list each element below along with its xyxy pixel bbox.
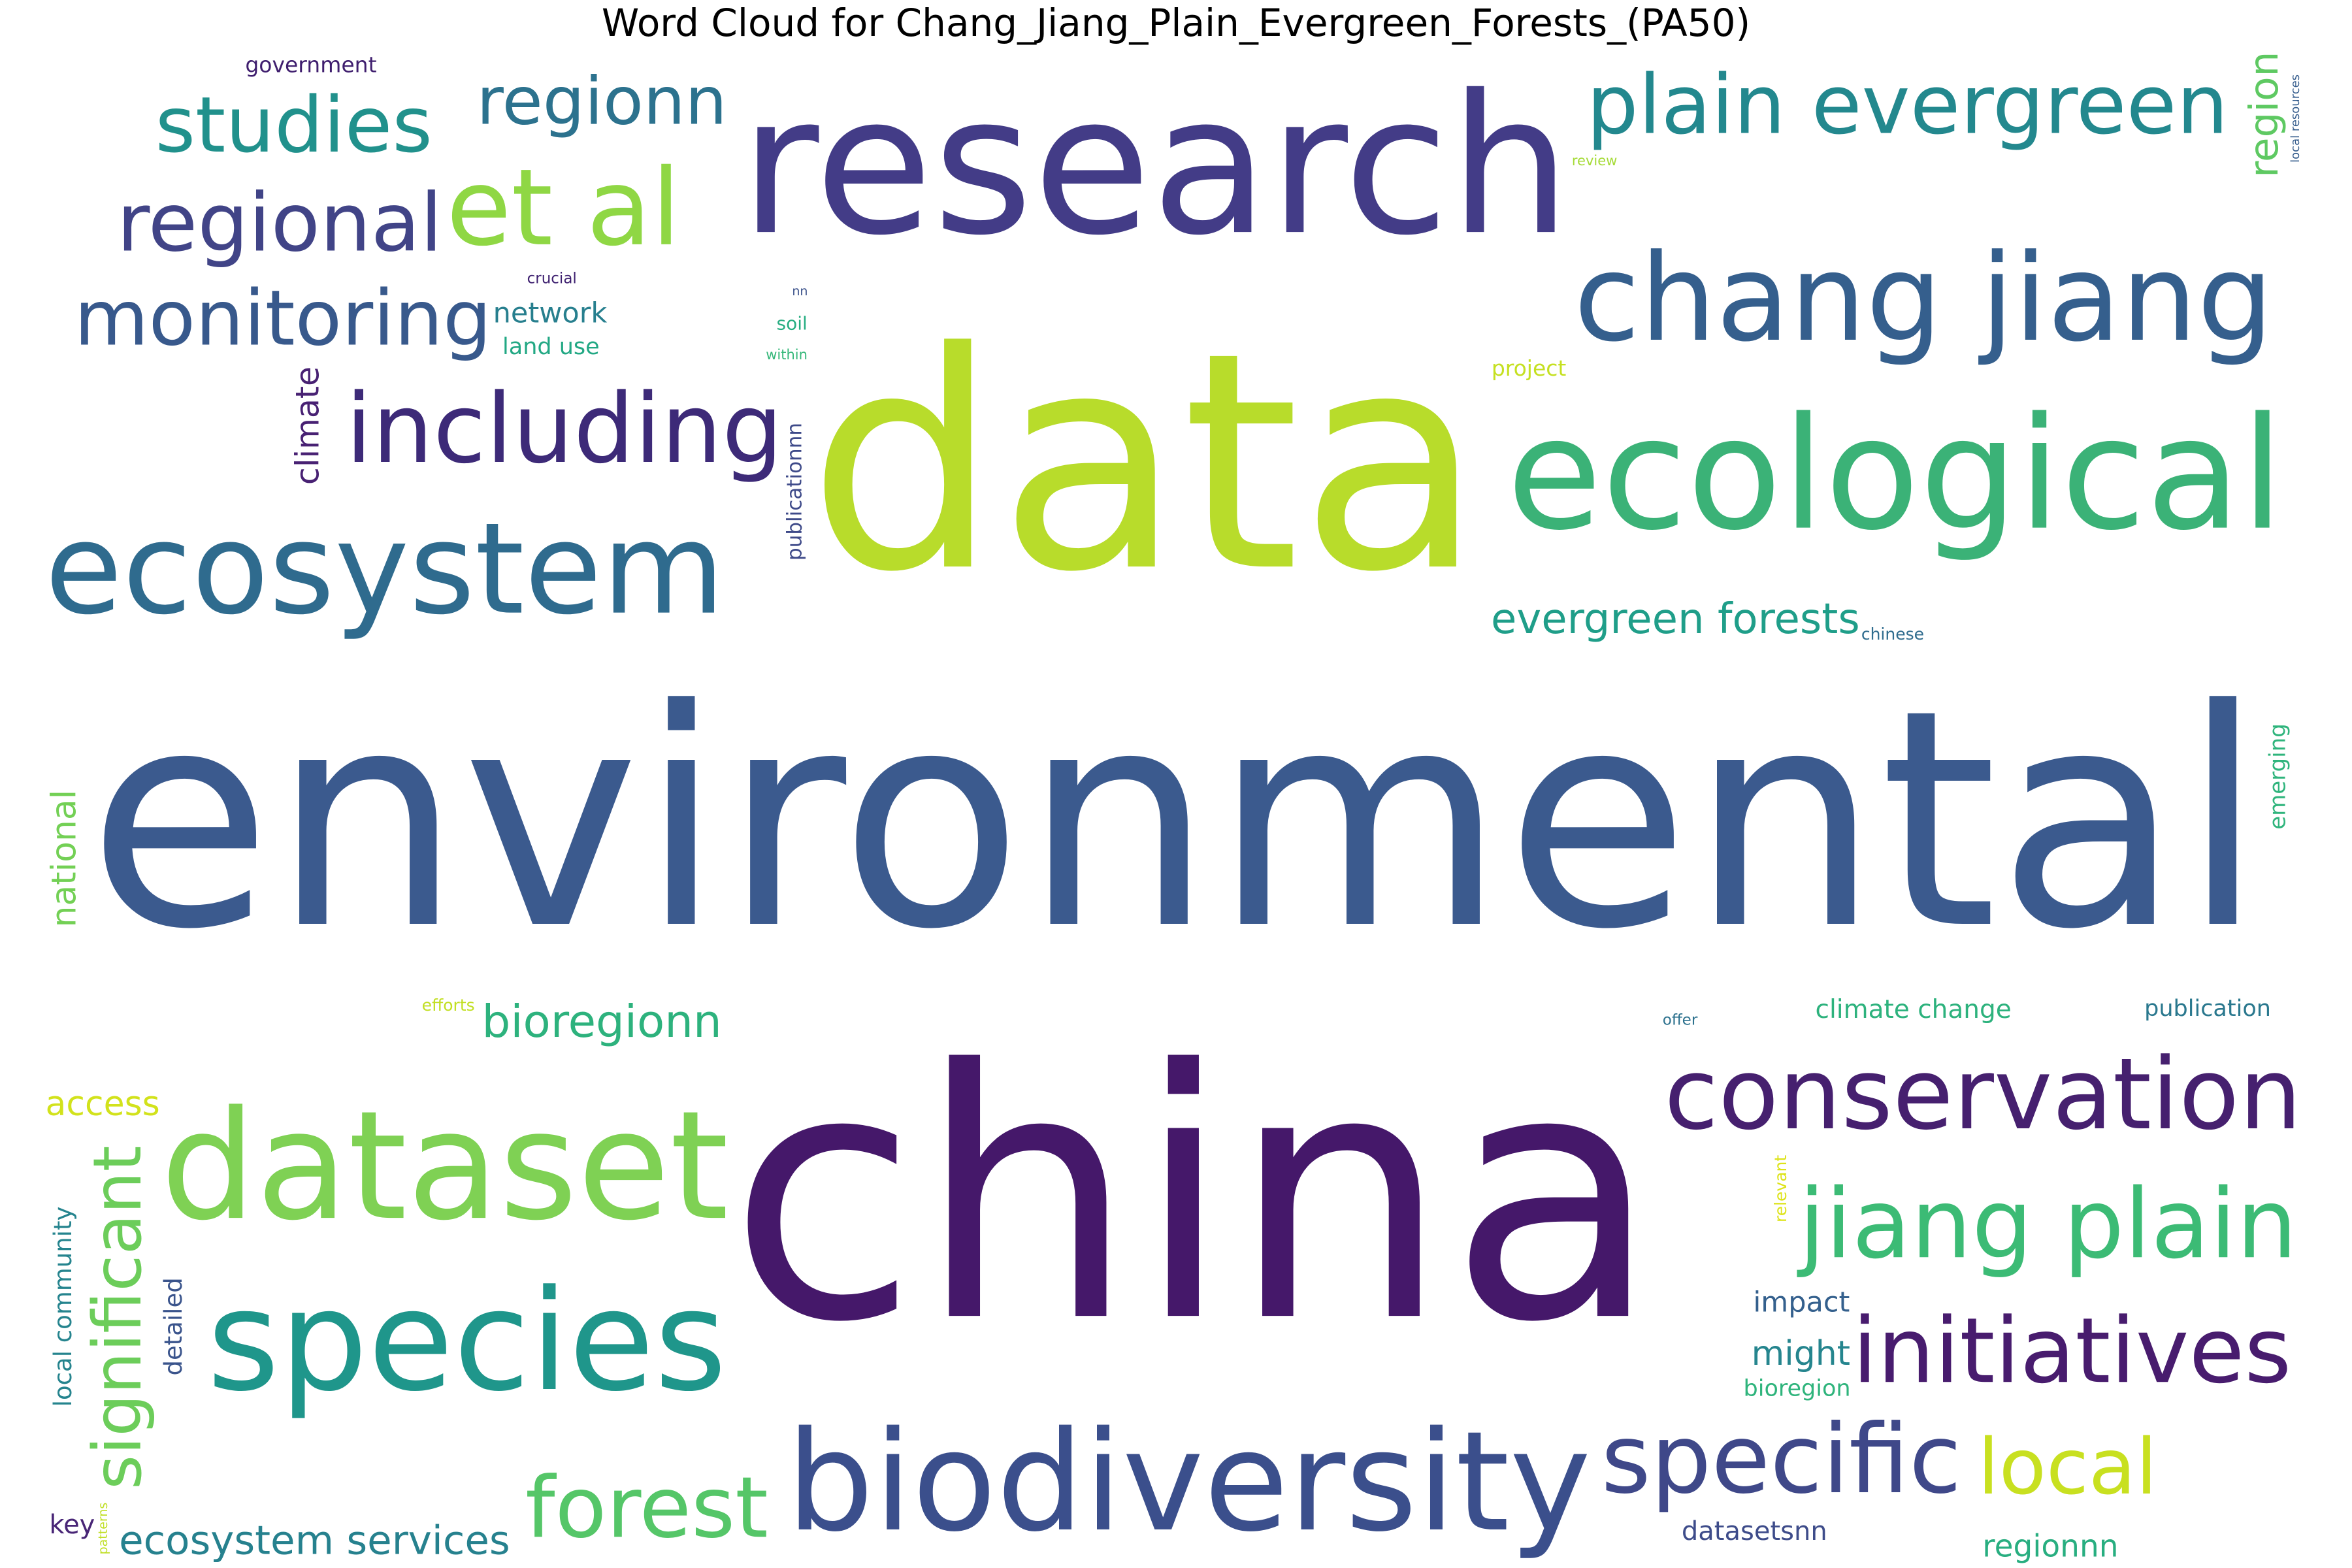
word-ecosystem: ecosystem bbox=[45, 496, 725, 643]
word-might: might bbox=[1752, 1334, 1850, 1373]
word-land-use: land use bbox=[502, 334, 600, 360]
word-patterns: patterns bbox=[96, 1503, 110, 1555]
word-project: project bbox=[1492, 355, 1567, 381]
word-climate: climate bbox=[289, 367, 326, 485]
word-publication: publication bbox=[2144, 996, 2271, 1022]
word-species: species bbox=[207, 1260, 727, 1422]
word-regional: regional bbox=[117, 176, 443, 270]
word-network: network bbox=[493, 297, 608, 329]
word-cloud-title: Word Cloud for Chang_Jiang_Plain_Evergre… bbox=[601, 1, 1751, 45]
word-ecological: ecological bbox=[1507, 384, 2284, 564]
word-evergreen-forests: evergreen forests bbox=[1491, 595, 1860, 644]
word-et-al: et al bbox=[446, 147, 681, 270]
word-jiang-plain: jiang plain bbox=[1797, 1168, 2297, 1280]
word-impact: impact bbox=[1753, 1286, 1850, 1319]
word-china: china bbox=[729, 998, 1659, 1397]
word-chang-jiang: chang jiang bbox=[1574, 229, 2274, 368]
word-efforts: efforts bbox=[422, 996, 475, 1015]
word-detailed: detailed bbox=[159, 1277, 188, 1375]
word-data: data bbox=[808, 289, 1484, 638]
word-initiatives: initiatives bbox=[1852, 1298, 2291, 1403]
word-soil: soil bbox=[777, 312, 808, 334]
word-nn: nn bbox=[792, 284, 808, 299]
word-crucial: crucial bbox=[527, 270, 577, 287]
word-within: within bbox=[766, 347, 808, 363]
word-region: region bbox=[2241, 52, 2287, 178]
word-key: key bbox=[49, 1510, 95, 1540]
word-plain-evergreen: plain evergreen bbox=[1586, 58, 2228, 153]
word-forest: forest bbox=[525, 1459, 768, 1557]
word-emerging: emerging bbox=[2264, 723, 2291, 830]
word-conservation: conservation bbox=[1664, 1037, 2302, 1152]
word-government: government bbox=[245, 52, 376, 77]
word-local: local bbox=[1978, 1422, 2157, 1512]
word-review: review bbox=[1572, 153, 1617, 169]
word-dataset: dataset bbox=[161, 1079, 729, 1254]
word-chinese: chinese bbox=[1861, 625, 1924, 644]
word-access: access bbox=[46, 1085, 160, 1124]
word-research: research bbox=[740, 54, 1571, 278]
word-local-community: local community bbox=[49, 1207, 77, 1407]
word-bioregion: bioregion bbox=[1744, 1376, 1851, 1402]
word-including: including bbox=[346, 373, 783, 485]
word-local-resources: local resources bbox=[2289, 74, 2302, 163]
word-relevant: relevant bbox=[1771, 1155, 1790, 1222]
word-national: national bbox=[44, 790, 84, 928]
word-specific: specific bbox=[1601, 1404, 1962, 1515]
word-regionnn: regionnn bbox=[1982, 1528, 2118, 1564]
word-studies: studies bbox=[155, 80, 433, 170]
word-datasetsnn: datasetsnn bbox=[1682, 1516, 1827, 1546]
word-offer: offer bbox=[1663, 1012, 1698, 1029]
word-significant: significant bbox=[79, 1145, 157, 1490]
word-climate-change: climate change bbox=[1816, 995, 2012, 1024]
word-ecosystem-services: ecosystem services bbox=[119, 1518, 510, 1564]
word-biodiversity: biodiversity bbox=[787, 1401, 1592, 1562]
word-environmental: environmental bbox=[88, 646, 2264, 995]
word-bioregionn: bioregionn bbox=[482, 996, 722, 1048]
word-publicationnn: publicationnn bbox=[783, 423, 807, 561]
word-monitoring: monitoring bbox=[74, 274, 492, 363]
word-regionn: regionn bbox=[476, 62, 727, 139]
